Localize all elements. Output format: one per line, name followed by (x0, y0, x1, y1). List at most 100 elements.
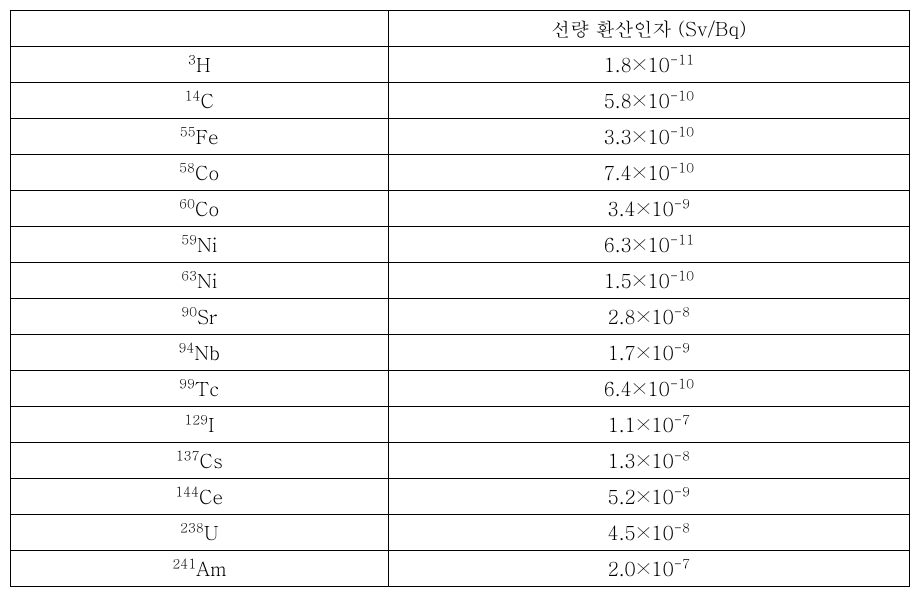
exponent: -8 (674, 302, 690, 321)
dose-value-cell: 3.3×10-10 (388, 119, 909, 155)
isotope-cell: 241Am (11, 551, 389, 587)
mass-number: 14 (185, 86, 201, 105)
table-row: 241Am2.0×10-7 (11, 551, 910, 587)
mass-number: 129 (184, 410, 208, 429)
isotope-cell: 137Cs (11, 443, 389, 479)
element-symbol: H (196, 51, 211, 78)
coefficient: 1.8 (604, 51, 632, 78)
coefficient: 3.3 (604, 123, 632, 150)
isotope-cell: 94Nb (11, 335, 389, 371)
coefficient: 5.8 (604, 87, 632, 114)
table-row: 55Fe3.3×10-10 (11, 119, 910, 155)
exponent: -9 (674, 194, 690, 213)
coefficient: 7.4 (604, 159, 632, 186)
mass-number: 238 (180, 518, 204, 537)
mass-number: 63 (181, 266, 197, 285)
table-row: 99Tc6.4×10-10 (11, 371, 910, 407)
exponent: -11 (670, 230, 694, 249)
exponent: -10 (670, 122, 694, 141)
dose-value-cell: 3.4×10-9 (388, 191, 909, 227)
isotope-cell: 14C (11, 83, 389, 119)
isotope-cell: 99Tc (11, 371, 389, 407)
dose-value-cell: 4.5×10-8 (388, 515, 909, 551)
dose-value-cell: 2.8×10-8 (388, 299, 909, 335)
coefficient: 2.0 (608, 555, 636, 582)
dose-value-cell: 6.4×10-10 (388, 371, 909, 407)
header-dose-factor: 선량 환산인자 (Sv/Bq) (388, 11, 909, 47)
table-row: 60Co3.4×10-9 (11, 191, 910, 227)
dose-value-cell: 1.1×10-7 (388, 407, 909, 443)
dose-value-cell: 5.8×10-10 (388, 83, 909, 119)
coefficient: 1.1 (608, 411, 636, 438)
element-symbol: I (208, 411, 214, 438)
mass-number: 137 (176, 446, 200, 465)
isotope-cell: 59Ni (11, 227, 389, 263)
table-row: 59Ni6.3×10-11 (11, 227, 910, 263)
element-symbol: U (204, 519, 219, 546)
dose-value-cell: 1.7×10-9 (388, 335, 909, 371)
exponent: -11 (670, 50, 694, 69)
isotope-cell: 129I (11, 407, 389, 443)
dose-value-cell: 6.3×10-11 (388, 227, 909, 263)
coefficient: 2.8 (608, 303, 636, 330)
exponent: -10 (670, 374, 694, 393)
mass-number: 59 (181, 230, 197, 249)
dose-value-cell: 1.8×10-11 (388, 47, 909, 83)
element-symbol: Sr (197, 303, 217, 330)
dose-value-cell: 7.4×10-10 (388, 155, 909, 191)
exponent: -10 (670, 266, 694, 285)
mass-number: 99 (179, 374, 195, 393)
element-symbol: Am (196, 555, 226, 582)
mass-number: 241 (172, 554, 196, 573)
coefficient: 3.4 (608, 195, 636, 222)
isotope-cell: 238U (11, 515, 389, 551)
mass-number: 58 (179, 158, 195, 177)
mass-number: 60 (179, 194, 195, 213)
exponent: -10 (670, 86, 694, 105)
mass-number: 144 (175, 482, 199, 501)
exponent: -7 (674, 410, 690, 429)
exponent: -8 (674, 518, 690, 537)
table-row: 238U4.5×10-8 (11, 515, 910, 551)
mass-number: 94 (179, 338, 195, 357)
exponent: -8 (674, 446, 690, 465)
isotope-cell: 58Co (11, 155, 389, 191)
element-symbol: Cs (200, 447, 223, 474)
dose-value-cell: 5.2×10-9 (388, 479, 909, 515)
element-symbol: Co (195, 195, 220, 222)
exponent: -9 (674, 338, 690, 357)
isotope-cell: 63Ni (11, 263, 389, 299)
isotope-cell: 3H (11, 47, 389, 83)
table-row: 144Ce5.2×10-9 (11, 479, 910, 515)
isotope-cell: 90Sr (11, 299, 389, 335)
coefficient: 1.5 (604, 267, 632, 294)
coefficient: 6.3 (604, 231, 632, 258)
mass-number: 3 (188, 50, 196, 69)
dose-conversion-table: 선량 환산인자 (Sv/Bq) 3H1.8×10-1114C5.8×10-105… (10, 10, 910, 587)
coefficient: 1.3 (608, 447, 636, 474)
mass-number: 90 (181, 302, 197, 321)
mass-number: 55 (180, 122, 196, 141)
element-symbol: Co (195, 159, 220, 186)
table-row: 90Sr2.8×10-8 (11, 299, 910, 335)
isotope-cell: 60Co (11, 191, 389, 227)
exponent: -10 (670, 158, 694, 177)
dose-value-cell: 1.3×10-8 (388, 443, 909, 479)
table-row: 58Co7.4×10-10 (11, 155, 910, 191)
isotope-cell: 144Ce (11, 479, 389, 515)
element-symbol: Fe (196, 123, 219, 150)
table-row: 63Ni1.5×10-10 (11, 263, 910, 299)
isotope-cell: 55Fe (11, 119, 389, 155)
table-row: 129I1.1×10-7 (11, 407, 910, 443)
table-row: 14C5.8×10-10 (11, 83, 910, 119)
table-row: 94Nb1.7×10-9 (11, 335, 910, 371)
element-symbol: Ni (197, 231, 217, 258)
coefficient: 1.7 (608, 339, 636, 366)
dose-value-cell: 2.0×10-7 (388, 551, 909, 587)
dose-value-cell: 1.5×10-10 (388, 263, 909, 299)
table-row: 3H1.8×10-11 (11, 47, 910, 83)
element-symbol: Ni (197, 267, 217, 294)
table-header-row: 선량 환산인자 (Sv/Bq) (11, 11, 910, 47)
exponent: -7 (674, 554, 690, 573)
coefficient: 5.2 (608, 483, 636, 510)
